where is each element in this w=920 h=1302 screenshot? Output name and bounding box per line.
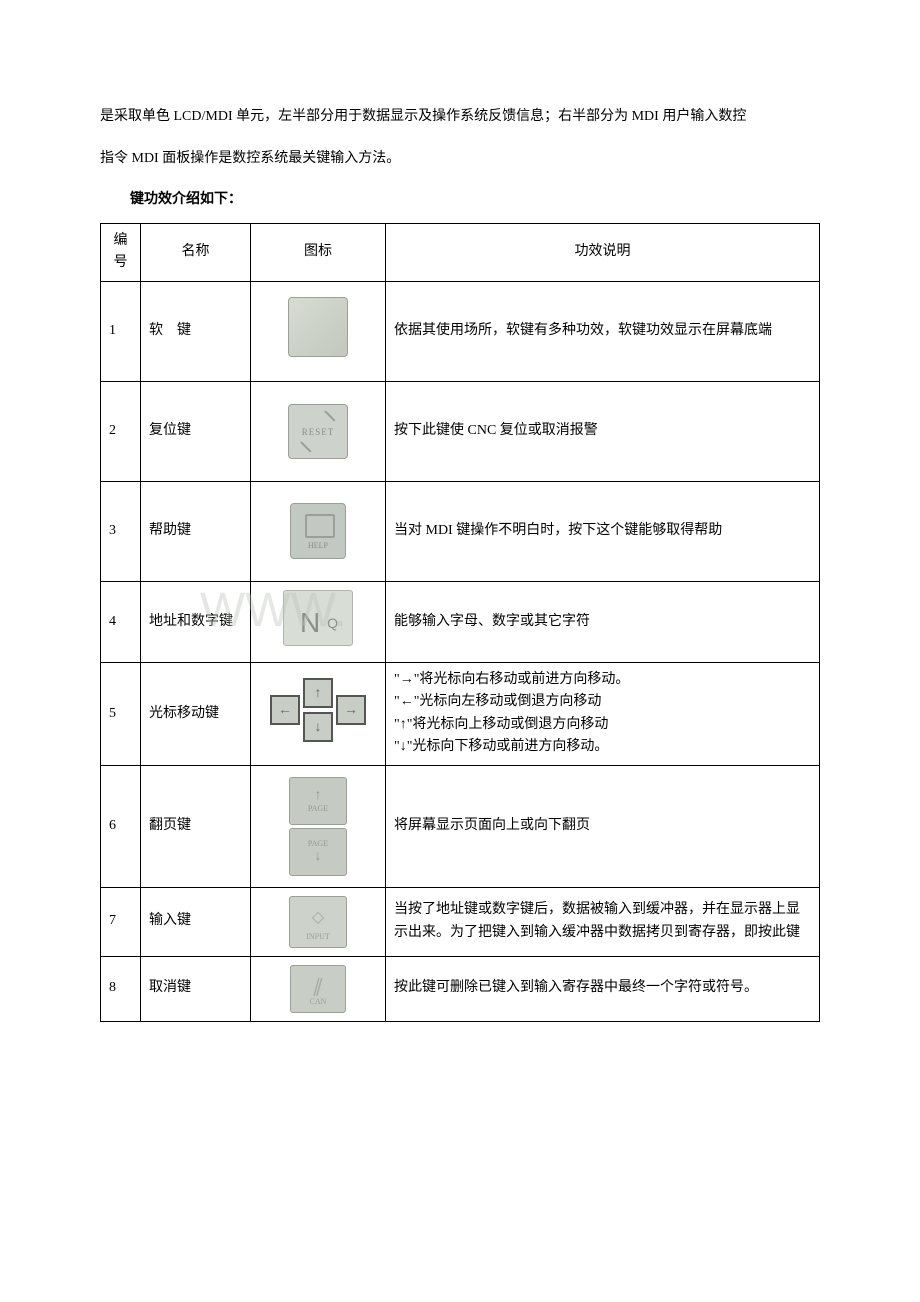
header-desc: 功效说明 [386,223,820,281]
table-row: 4 地址和数字键 N Q 能够输入字母、数字或其它字符 [101,581,820,662]
header-name: 名称 [141,223,251,281]
arrow-down-icon: ↓ [303,712,333,742]
cell-icon: ↑PAGE PAGE↓ [251,765,386,887]
nq-big-label: N [300,601,320,646]
table-row: 2 复位键 RESET 按下此键使 CNC 复位或取消报警 [101,381,820,481]
cell-desc: 按下此键使 CNC 复位或取消报警 [386,381,820,481]
header-icon: 图标 [251,223,386,281]
arrow-right-icon: → [336,695,366,725]
table-row: 7 输入键 INPUT 当按了地址键或数字键后，数据被输入到缓冲器，并在显示器上… [101,887,820,956]
intro-line-1: 是采取单色 LCD/MDI 单元，左半部分用于数据显示及操作系统反馈信息；右半部… [100,100,820,134]
cell-name: 输入键 [141,887,251,956]
key-function-table: 编号 名称 图标 功效说明 1 软 键 依据其使用场所，软键有多种功效，软键功效… [100,223,820,1022]
arrow-up-icon: ↑ [303,678,333,708]
cell-desc: 能够输入字母、数字或其它字符 [386,581,820,662]
cell-icon [251,281,386,381]
cancel-key-icon: CAN [290,965,346,1013]
page-up-key-icon: ↑PAGE [289,777,347,825]
cell-num: 7 [101,887,141,956]
cell-desc: 当对 MDI 键操作不明白时，按下这个键能够取得帮助 [386,481,820,581]
cell-name: 光标移动键 [141,662,251,765]
cursor-keys-icon: ↑ ← → ↓ [268,675,368,745]
arrow-left-icon: ← [270,695,300,725]
help-key-icon: HELP [290,503,346,559]
cell-num: 5 [101,662,141,765]
nq-small-label: Q [327,612,338,634]
intro-line-2: 指令 MDI 面板操作是数控系统最关键输入方法。 [100,142,820,176]
cell-icon: HELP [251,481,386,581]
table-header-row: 编号 名称 图标 功效说明 [101,223,820,281]
page-keys-icon: ↑PAGE PAGE↓ [289,774,347,879]
table-row: 5 光标移动键 ↑ ← → ↓ "→"将光标向右移动或前进方向移动。 "←"光标… [101,662,820,765]
table-row: 3 帮助键 HELP 当对 MDI 键操作不明白时，按下这个键能够取得帮助 [101,481,820,581]
cell-num: 4 [101,581,141,662]
cell-desc: "→"将光标向右移动或前进方向移动。 "←"光标向左移动或倒退方向移动 "↑"将… [386,662,820,765]
cell-desc: 依据其使用场所，软键有多种功效，软键功效显示在屏幕底端 [386,281,820,381]
section-subtitle: 键功效介绍如下： [100,183,820,217]
table-container: WWW. 编号 名称 图标 功效说明 1 软 键 依据其使用场所，软键有多种功效… [100,223,820,1022]
soft-key-icon [288,297,348,357]
cell-name: 复位键 [141,381,251,481]
cell-name: 软 键 [141,281,251,381]
cell-name: 帮助键 [141,481,251,581]
address-number-key-icon: N Q [283,590,353,646]
cell-name: 地址和数字键 [141,581,251,662]
table-row: 1 软 键 依据其使用场所，软键有多种功效，软键功效显示在屏幕底端 [101,281,820,381]
table-row: 8 取消键 CAN 按此键可删除已键入到输入寄存器中最终一个字符或符号。 [101,956,820,1021]
cell-desc: 按此键可删除已键入到输入寄存器中最终一个字符或符号。 [386,956,820,1021]
reset-key-icon: RESET [288,404,348,459]
table-row: 6 翻页键 ↑PAGE PAGE↓ 将屏幕显示页面向上或向下翻页 [101,765,820,887]
page-down-key-icon: PAGE↓ [289,828,347,876]
header-num: 编号 [101,223,141,281]
cell-num: 8 [101,956,141,1021]
cell-desc: 当按了地址键或数字键后，数据被输入到缓冲器，并在显示器上显示出来。为了把键入到输… [386,887,820,956]
cell-icon: INPUT [251,887,386,956]
cell-icon: RESET [251,381,386,481]
cell-name: 取消键 [141,956,251,1021]
cell-num: 2 [101,381,141,481]
input-key-icon: INPUT [289,896,347,948]
cell-name: 翻页键 [141,765,251,887]
cell-icon: ↑ ← → ↓ [251,662,386,765]
cell-num: 1 [101,281,141,381]
cell-icon: N Q [251,581,386,662]
cell-num: 3 [101,481,141,581]
cell-icon: CAN [251,956,386,1021]
cell-desc: 将屏幕显示页面向上或向下翻页 [386,765,820,887]
cell-num: 6 [101,765,141,887]
